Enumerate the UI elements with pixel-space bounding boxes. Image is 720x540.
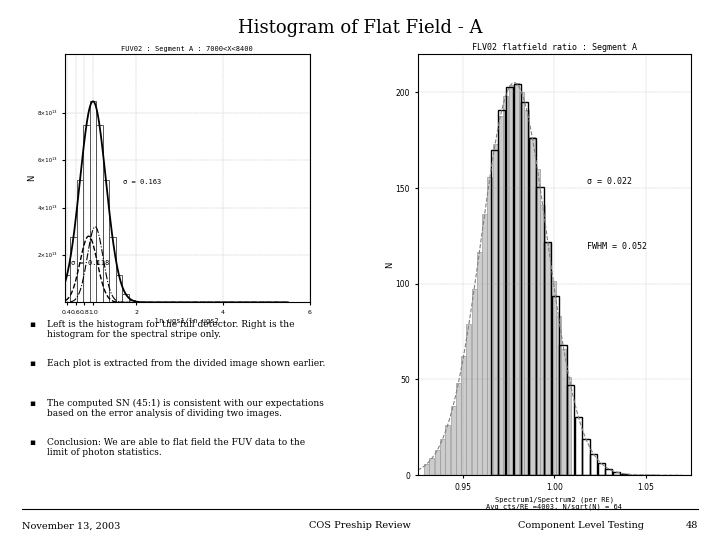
Text: Conclusion: We are able to flat field the FUV data to the
limit of photon statis: Conclusion: We are able to flat field th…	[47, 438, 305, 457]
Bar	[506, 87, 513, 475]
Bar	[77, 180, 83, 302]
Bar	[590, 454, 597, 475]
Bar	[445, 424, 450, 475]
Bar	[530, 137, 535, 475]
Bar	[514, 84, 519, 475]
Bar	[477, 252, 482, 475]
Bar	[552, 296, 559, 475]
X-axis label: Spectrum1/Spectrum2 (per RE)
Avg cts/RE =4003, N/sqrt(N) = 64: Spectrum1/Spectrum2 (per RE) Avg cts/RE …	[487, 496, 622, 510]
Bar	[567, 377, 572, 475]
Bar	[528, 138, 536, 475]
Text: The computed SN (45:1) is consistent with our expectations
based on the error an: The computed SN (45:1) is consistent wit…	[47, 399, 324, 418]
Bar	[64, 275, 70, 302]
Bar	[567, 386, 575, 475]
Bar	[109, 237, 115, 302]
Bar	[498, 110, 505, 475]
Text: Component Level Testing: Component Level Testing	[518, 521, 644, 530]
Bar	[521, 102, 528, 475]
Bar	[582, 439, 590, 475]
Text: Left is the histogram for the full detector. Right is the
histogram for the spec: Left is the histogram for the full detec…	[47, 320, 294, 339]
Y-axis label: N: N	[385, 261, 394, 268]
Bar	[451, 406, 456, 475]
Bar	[440, 439, 445, 475]
X-axis label: ln ugs1/ln ugs2: ln ugs1/ln ugs2	[156, 318, 219, 324]
Bar	[430, 458, 434, 475]
Bar	[498, 116, 503, 475]
Bar	[535, 169, 540, 475]
Bar	[84, 125, 89, 302]
Bar	[103, 180, 109, 302]
Bar	[544, 241, 552, 475]
Title: FUV02 : Segment A : 7000<X<8400: FUV02 : Segment A : 7000<X<8400	[122, 46, 253, 52]
Bar	[490, 150, 498, 475]
Bar	[129, 300, 135, 302]
Text: FWHM = 0.052: FWHM = 0.052	[588, 242, 647, 251]
Bar	[613, 472, 620, 475]
Bar	[482, 214, 487, 475]
Text: Histogram of Flat Field - A: Histogram of Flat Field - A	[238, 19, 482, 37]
Text: σ = 0.163: σ = 0.163	[123, 179, 161, 185]
Bar	[435, 450, 440, 475]
Bar	[540, 205, 545, 475]
Bar	[424, 464, 429, 475]
Text: Each plot is extracted from the divided image shown earlier.: Each plot is extracted from the divided …	[47, 359, 325, 368]
Bar	[598, 463, 605, 475]
Y-axis label: N: N	[27, 175, 36, 181]
Bar	[508, 85, 513, 475]
Text: 48: 48	[686, 521, 698, 530]
Bar	[456, 383, 461, 475]
Bar	[461, 356, 466, 475]
Bar	[492, 144, 498, 475]
Bar	[551, 281, 556, 475]
Text: COS Preship Review: COS Preship Review	[309, 521, 411, 530]
Text: ▪: ▪	[29, 399, 35, 408]
Bar	[546, 243, 550, 475]
Text: σ = 0.022: σ = 0.022	[588, 177, 632, 186]
Bar	[556, 316, 561, 475]
Bar	[472, 289, 477, 475]
Bar	[467, 325, 472, 475]
Bar	[575, 416, 582, 475]
Bar	[559, 345, 567, 475]
Text: November 13, 2003: November 13, 2003	[22, 521, 120, 530]
Bar	[519, 92, 524, 475]
Bar	[96, 125, 102, 302]
Bar	[524, 111, 529, 475]
Bar	[71, 237, 76, 302]
Bar	[536, 187, 544, 475]
Text: σ = 0.118: σ = 0.118	[71, 260, 109, 266]
Text: ▪: ▪	[29, 438, 35, 447]
Title: FLV02 flatfield ratio : Segment A: FLV02 flatfield ratio : Segment A	[472, 43, 637, 52]
Bar	[621, 474, 628, 475]
Bar	[561, 349, 566, 475]
Bar	[513, 84, 521, 475]
Bar	[116, 275, 122, 302]
Bar	[503, 96, 508, 475]
Bar	[487, 177, 492, 475]
Bar	[606, 469, 613, 475]
Text: ▪: ▪	[29, 359, 35, 368]
Bar	[122, 294, 129, 302]
Text: ▪: ▪	[29, 320, 35, 329]
Bar	[90, 102, 96, 302]
